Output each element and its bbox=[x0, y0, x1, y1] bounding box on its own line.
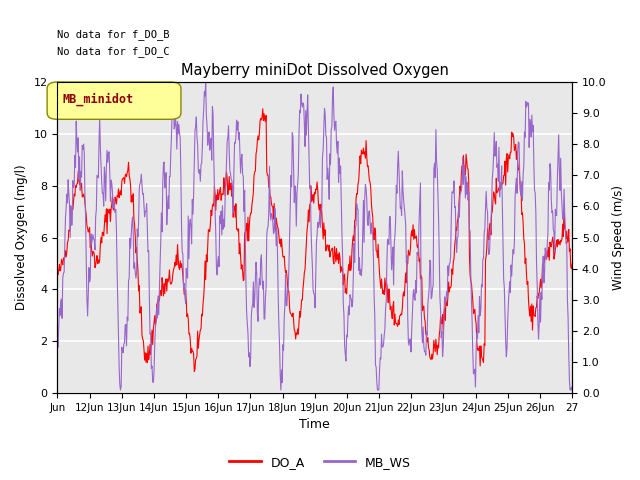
Legend: DO_A, MB_WS: DO_A, MB_WS bbox=[224, 451, 416, 474]
Y-axis label: Wind Speed (m/s): Wind Speed (m/s) bbox=[612, 185, 625, 290]
FancyBboxPatch shape bbox=[47, 82, 181, 120]
Text: No data for f_DO_C: No data for f_DO_C bbox=[58, 46, 170, 57]
Text: No data for f_DO_B: No data for f_DO_B bbox=[58, 29, 170, 40]
Y-axis label: Dissolved Oxygen (mg/l): Dissolved Oxygen (mg/l) bbox=[15, 165, 28, 311]
Title: Mayberry miniDot Dissolved Oxygen: Mayberry miniDot Dissolved Oxygen bbox=[181, 63, 449, 78]
X-axis label: Time: Time bbox=[300, 419, 330, 432]
Text: MB_minidot: MB_minidot bbox=[63, 92, 134, 106]
